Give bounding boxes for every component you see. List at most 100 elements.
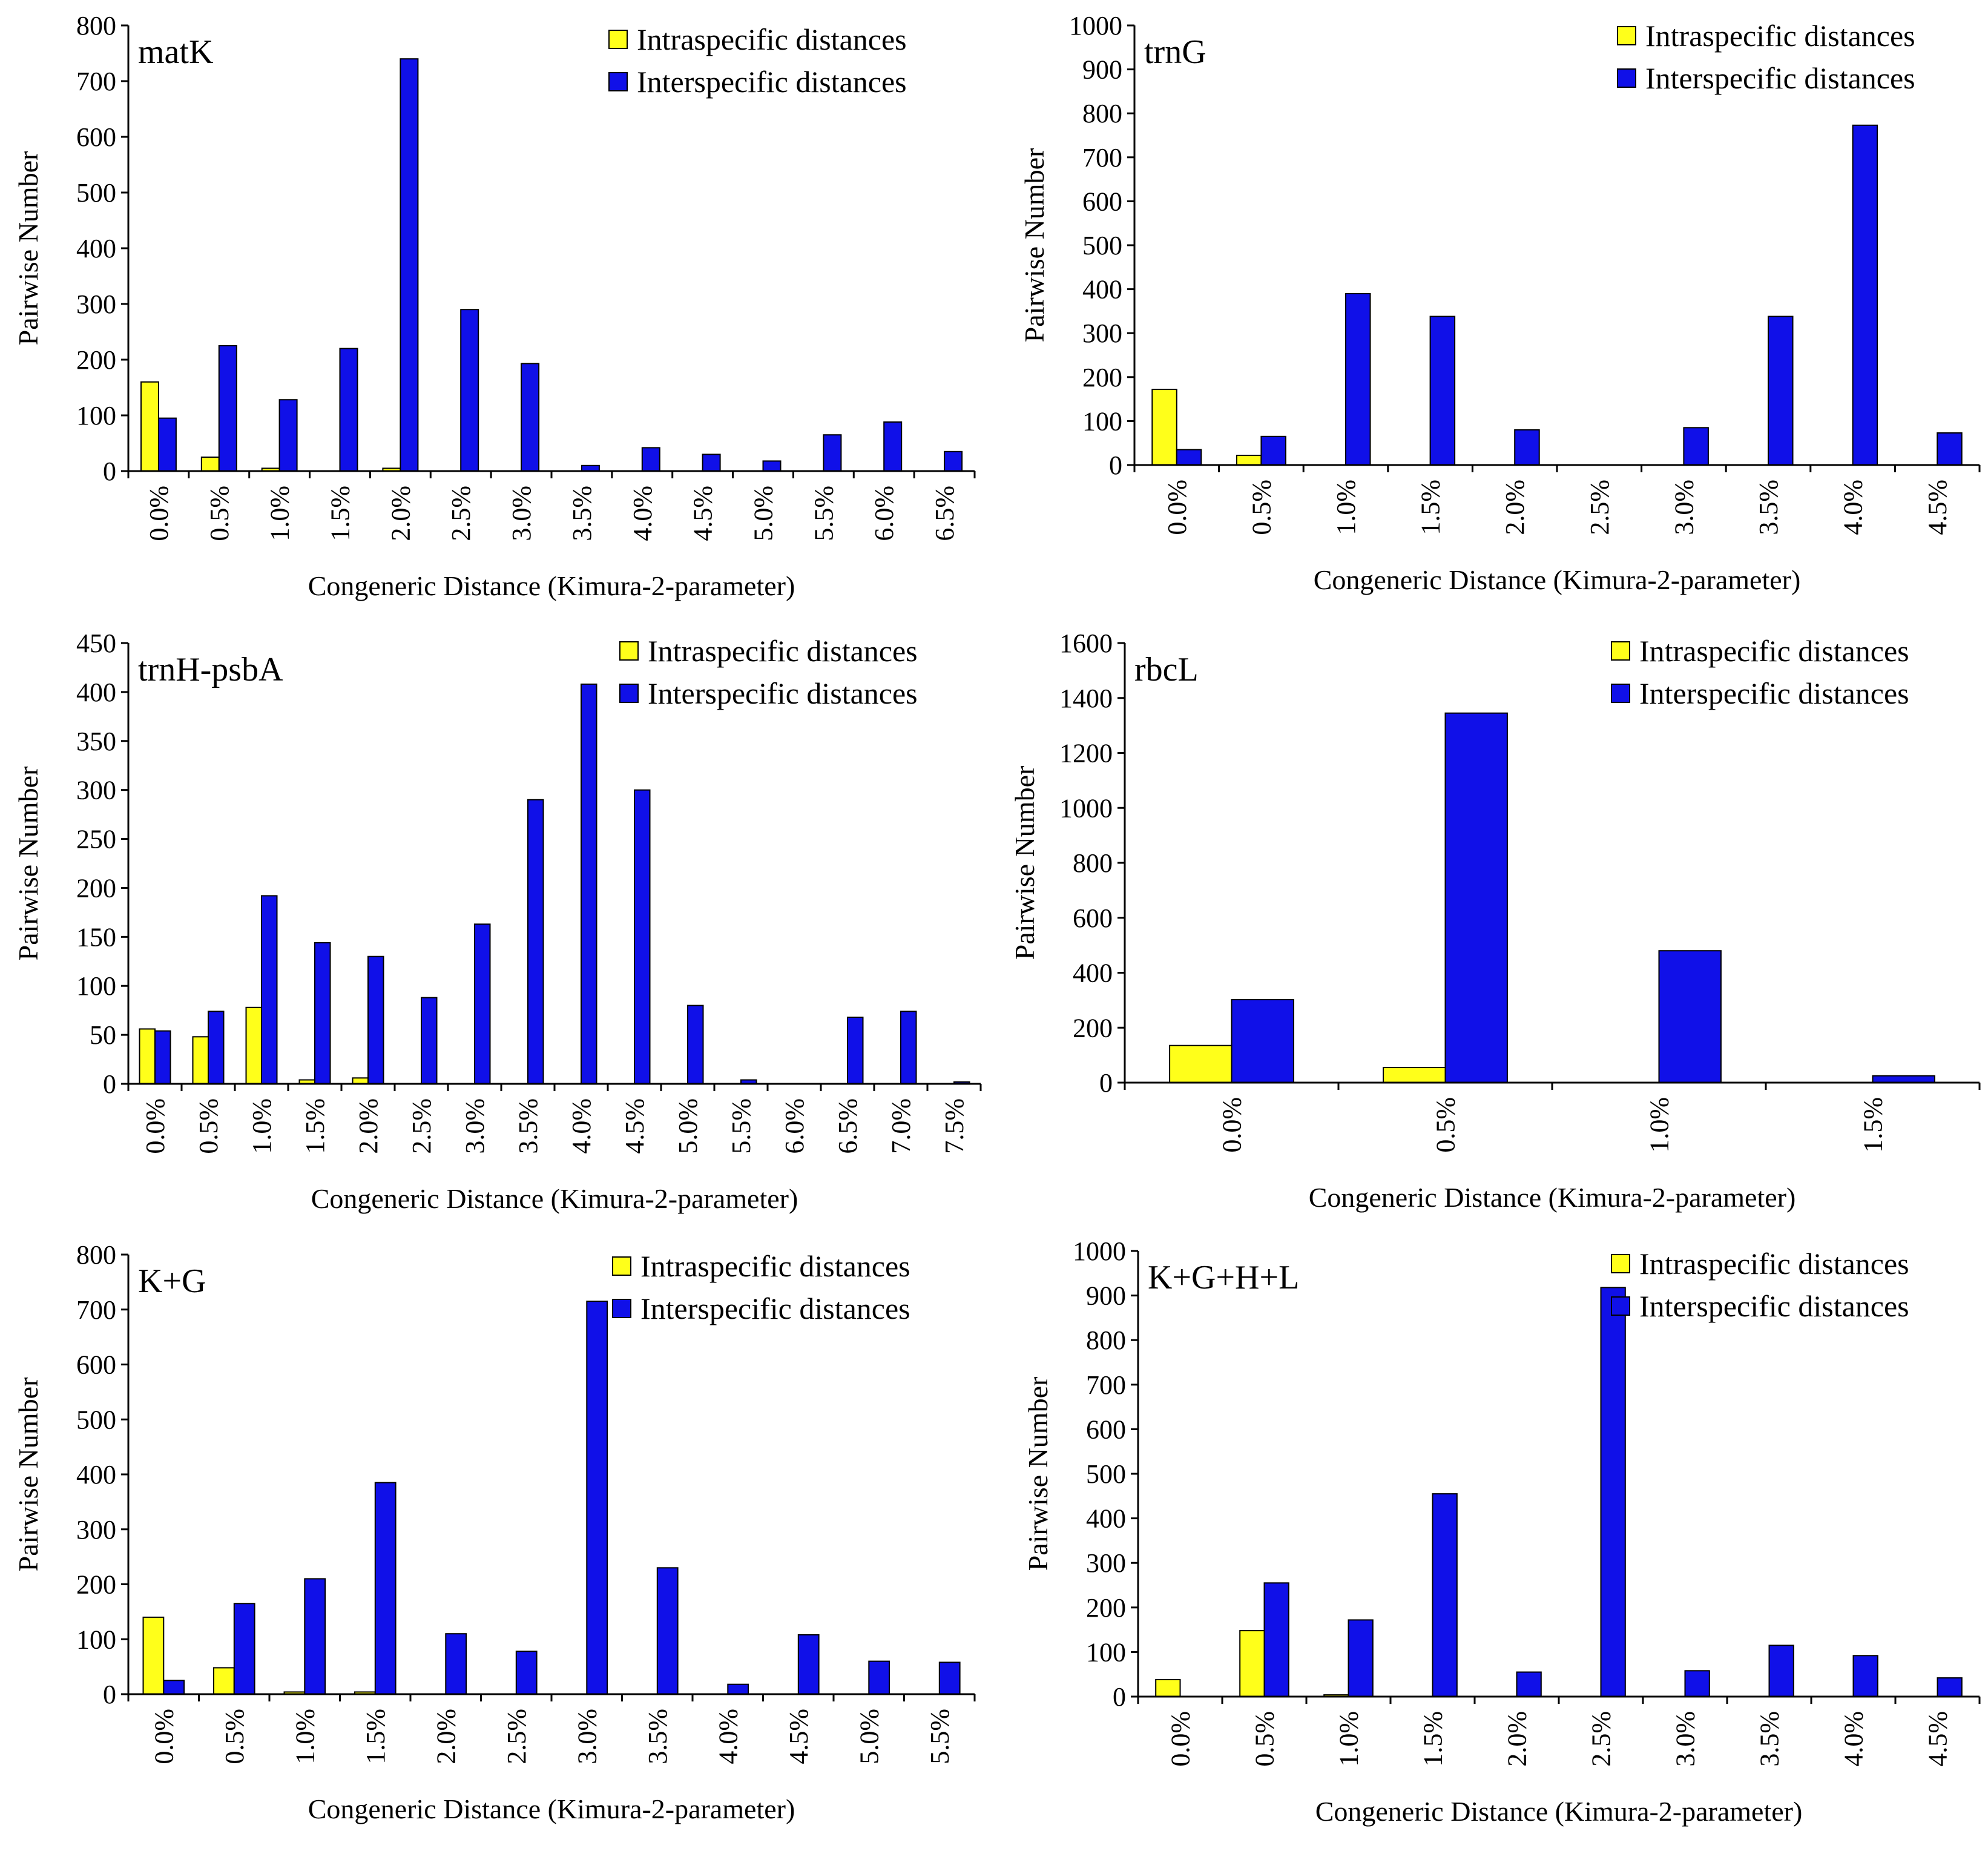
x-tick-label: 0.5% xyxy=(1246,480,1276,535)
y-tick-label: 0 xyxy=(103,1680,116,1709)
y-tick-label: 400 xyxy=(76,1460,116,1490)
x-tick-label: 3.5% xyxy=(1754,480,1783,535)
bar-inter-0 xyxy=(154,1030,171,1084)
y-tick-label: 600 xyxy=(1086,1414,1126,1444)
x-tick-label: 3.0% xyxy=(1671,1711,1700,1767)
bar-inter-3 xyxy=(1872,1075,1935,1083)
bar-inter-6 xyxy=(1683,427,1709,466)
bar-inter-8 xyxy=(1852,124,1878,466)
legend-swatch-intra xyxy=(619,641,639,661)
bar-inter-2 xyxy=(261,895,278,1085)
chart-panel-2: 0 50 100 150 200 250 300 350 400 450 0.0% 0.5% 1.0% 1… xyxy=(13,629,982,1214)
bar-inter-10 xyxy=(687,1005,704,1084)
x-tick-label: 5.0% xyxy=(673,1098,703,1154)
bar-inter-0 xyxy=(1231,999,1294,1083)
bar-inter-4 xyxy=(1514,429,1540,466)
x-tick-label: 2.5% xyxy=(1587,1711,1616,1767)
legend-label-inter: Interspecific distances xyxy=(640,1292,910,1325)
bar-intra-1 xyxy=(192,1036,209,1085)
bar-inter-5 xyxy=(460,309,479,472)
y-tick-label: 500 xyxy=(76,1405,116,1434)
x-tick-label: 4.5% xyxy=(784,1709,814,1764)
y-tick-label: 300 xyxy=(76,1515,116,1545)
y-tick-label: 0 xyxy=(1109,450,1122,480)
x-tick-label: 4.0% xyxy=(1839,1711,1869,1767)
x-tick-label: 2.0% xyxy=(431,1709,461,1764)
x-tick-label: 1.0% xyxy=(1645,1097,1674,1153)
bar-inter-4 xyxy=(367,955,384,1084)
x-tick-label: 7.5% xyxy=(940,1098,969,1154)
x-tick-label: 0.0% xyxy=(1217,1097,1247,1153)
legend-swatch-inter xyxy=(619,684,639,703)
bar-inter-6 xyxy=(521,363,540,472)
x-tick-label: 2.5% xyxy=(1585,480,1614,535)
x-tick-label: 1.5% xyxy=(361,1709,390,1764)
bar-inter-0 xyxy=(1176,449,1202,466)
legend-label-intra: Intraspecific distances xyxy=(1639,634,1909,668)
x-tick-label: 1.0% xyxy=(265,486,295,541)
chart-panel-3: 0 200 400 600 800 1000 1200 1400 1600 0.0% 0.5% 1.0… xyxy=(1009,629,1981,1213)
legend-label-inter: Interspecific distances xyxy=(1645,61,1915,95)
bar-intra-0 xyxy=(142,1616,165,1695)
panel-label: K+G xyxy=(138,1262,206,1300)
bar-inter-9 xyxy=(1937,432,1963,466)
x-tick-label: 1.5% xyxy=(326,486,355,541)
bar-inter-8 xyxy=(581,683,597,1084)
bar-inter-10 xyxy=(762,460,782,472)
y-tick-label: 0 xyxy=(103,457,116,486)
y-tick-label: 0 xyxy=(1113,1682,1126,1712)
legend-label-inter: Interspecific distances xyxy=(1639,1289,1909,1323)
y-tick-label: 1200 xyxy=(1059,739,1113,768)
bar-inter-7 xyxy=(1768,315,1794,466)
x-axis-title: Congeneric Distance (Kimura-2-parameter) xyxy=(1314,564,1801,595)
x-tick-label: 4.5% xyxy=(1923,1711,1953,1767)
x-axis-title: Congeneric Distance (Kimura-2-parameter) xyxy=(1315,1796,1803,1827)
bar-inter-3 xyxy=(1429,315,1456,466)
bar-inter-11 xyxy=(938,1661,961,1695)
legend-swatch-intra xyxy=(1611,1254,1630,1273)
x-tick-label: 3.0% xyxy=(507,486,536,541)
legend-label-intra: Intraspecific distances xyxy=(1645,19,1915,53)
y-axis-title: Pairwise Number xyxy=(1019,148,1050,343)
x-tick-label: 2.0% xyxy=(386,486,415,541)
y-tick-label: 800 xyxy=(1086,1325,1126,1355)
y-tick-label: 350 xyxy=(76,727,116,756)
x-tick-label: 4.0% xyxy=(628,486,657,541)
y-tick-label: 300 xyxy=(1086,1548,1126,1578)
bar-intra-1 xyxy=(200,457,220,472)
x-axis-title: Congeneric Distance (Kimura-2-parameter) xyxy=(308,570,795,601)
bar-inter-6 xyxy=(586,1301,608,1695)
y-tick-label: 1000 xyxy=(1069,11,1122,41)
y-tick-label: 600 xyxy=(76,122,116,152)
y-tick-label: 300 xyxy=(1082,318,1122,348)
x-tick-label: 2.0% xyxy=(354,1098,383,1154)
legend-label-intra: Intraspecific distances xyxy=(640,1249,910,1283)
y-tick-label: 600 xyxy=(76,1350,116,1380)
y-tick-label: 900 xyxy=(1086,1281,1126,1311)
chart-panel-5: 0 100 200 300 400 500 600 700 800 900 1000 0.0% 0.5%… xyxy=(1022,1236,1981,1827)
y-tick-label: 100 xyxy=(76,971,116,1001)
legend-swatch-intra xyxy=(608,30,628,49)
x-tick-label: 4.0% xyxy=(1838,480,1868,535)
legend-label-inter: Interspecific distances xyxy=(637,65,907,99)
y-tick-label: 500 xyxy=(1086,1459,1126,1489)
bar-intra-0 xyxy=(1169,1044,1233,1083)
x-tick-label: 5.0% xyxy=(854,1709,884,1764)
y-tick-label: 50 xyxy=(90,1020,116,1050)
bar-inter-1 xyxy=(1260,435,1286,466)
x-tick-label: 4.0% xyxy=(713,1709,743,1764)
x-tick-label: 0.0% xyxy=(1162,480,1192,535)
bar-inter-0 xyxy=(163,1680,185,1695)
x-tick-label: 1.0% xyxy=(1331,480,1361,535)
legend-swatch-intra xyxy=(1617,26,1636,45)
bar-inter-3 xyxy=(314,942,331,1084)
x-tick-label: 4.0% xyxy=(567,1098,596,1154)
legend-swatch-inter xyxy=(1611,1296,1630,1316)
y-tick-label: 450 xyxy=(76,629,116,658)
bar-intra-1 xyxy=(1239,1630,1265,1698)
y-tick-label: 600 xyxy=(1073,903,1113,933)
x-tick-label: 2.5% xyxy=(502,1709,532,1764)
x-tick-label: 1.5% xyxy=(300,1098,330,1154)
bar-inter-1 xyxy=(1263,1582,1289,1698)
